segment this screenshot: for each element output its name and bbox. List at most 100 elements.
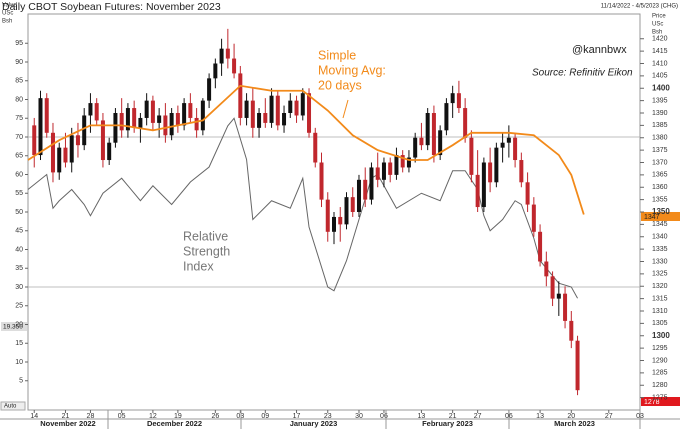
left-axis-header: USc bbox=[2, 11, 13, 17]
month-label: January 2023 bbox=[290, 419, 338, 428]
candle-body bbox=[300, 93, 305, 116]
y-tick-label: 1345 bbox=[652, 221, 668, 228]
x-tick-label: 17 bbox=[293, 413, 301, 420]
candle-body bbox=[575, 340, 580, 391]
y2-tick-label: 55 bbox=[15, 190, 23, 197]
candle-body bbox=[294, 100, 299, 116]
x-tick-label: 23 bbox=[324, 413, 332, 420]
candle-body bbox=[94, 103, 99, 121]
y-tick-label: 1280 bbox=[652, 382, 668, 389]
x-tick-label: 13 bbox=[536, 413, 544, 420]
candle-body bbox=[419, 137, 424, 146]
sma-label: 20 days bbox=[318, 78, 362, 92]
x-tick-label: 21 bbox=[62, 413, 70, 420]
y-tick-label: 1275 bbox=[652, 394, 668, 401]
candle-body bbox=[307, 93, 312, 133]
y2-tick-label: 30 bbox=[15, 284, 23, 291]
x-tick-label: 27 bbox=[605, 413, 613, 420]
x-tick-label: 09 bbox=[261, 413, 269, 420]
candle-body bbox=[425, 113, 430, 146]
candle-body bbox=[369, 167, 374, 200]
y-tick-label: 1355 bbox=[652, 196, 668, 203]
candle-body bbox=[481, 162, 486, 208]
y2-tick-label: 65 bbox=[15, 153, 23, 160]
candle-body bbox=[313, 132, 318, 163]
y2-tick-label: 70 bbox=[15, 134, 23, 141]
y-tick-label: 1415 bbox=[652, 48, 668, 55]
y-tick-label: 1305 bbox=[652, 320, 668, 327]
candle-body bbox=[506, 137, 511, 143]
candle-body bbox=[556, 293, 561, 299]
candle-body bbox=[563, 293, 568, 321]
candle-body bbox=[431, 113, 436, 156]
last-box bbox=[641, 397, 680, 406]
y2-tick-label: 20 bbox=[15, 321, 23, 328]
y2-tick-label: 40 bbox=[15, 246, 23, 253]
y-tick-label: 1360 bbox=[652, 184, 668, 191]
price-box bbox=[641, 212, 680, 221]
candle-body bbox=[225, 48, 230, 59]
candle-body bbox=[363, 179, 368, 200]
y-tick-label: 1380 bbox=[652, 135, 668, 142]
candle-body bbox=[44, 98, 49, 133]
candle-body bbox=[75, 135, 80, 146]
candle-body bbox=[569, 320, 574, 341]
candle-body bbox=[238, 73, 243, 118]
x-tick-label: 05 bbox=[118, 413, 126, 420]
auto-label: Auto bbox=[4, 404, 17, 410]
candle-body bbox=[406, 157, 411, 168]
candle-body bbox=[263, 113, 268, 123]
candle-body bbox=[332, 216, 336, 232]
candle-body bbox=[63, 147, 68, 163]
y-tick-label: 1315 bbox=[652, 295, 668, 302]
candle-body bbox=[69, 135, 74, 163]
candle-body bbox=[500, 142, 505, 148]
y2-tick-label: 10 bbox=[15, 359, 23, 366]
x-tick-label: 06 bbox=[380, 413, 388, 420]
rsi-label: Strength bbox=[183, 244, 230, 258]
last-box-label: 1278 bbox=[644, 399, 660, 406]
x-tick-label: 20 bbox=[567, 413, 575, 420]
candle-body bbox=[456, 93, 461, 109]
candle-body bbox=[194, 117, 199, 131]
candle-body bbox=[200, 100, 205, 131]
candle-body bbox=[444, 103, 449, 131]
candle-body bbox=[32, 125, 37, 156]
candle-body bbox=[219, 48, 224, 64]
candle-body bbox=[438, 130, 443, 156]
candle-body bbox=[175, 113, 180, 126]
x-tick-label: 27 bbox=[474, 413, 482, 420]
y2-tick-label: 80 bbox=[15, 96, 23, 103]
y-tick-label: 1300 bbox=[652, 331, 670, 340]
x-tick-label: 26 bbox=[211, 413, 219, 420]
candle-body bbox=[475, 174, 480, 208]
y2-tick-label: 15 bbox=[15, 340, 23, 347]
candle-body bbox=[413, 137, 418, 158]
y2-tick-label: 75 bbox=[15, 115, 23, 122]
y-tick-label: 1350 bbox=[652, 207, 670, 216]
candle-body bbox=[550, 276, 555, 299]
candle-body bbox=[494, 147, 499, 183]
auto-box bbox=[0, 401, 26, 411]
candle-body bbox=[82, 115, 87, 146]
sma-line bbox=[27, 84, 585, 215]
candle-body bbox=[525, 182, 530, 205]
x-tick-label: 19 bbox=[174, 413, 182, 420]
x-tick-label: 13 bbox=[418, 413, 426, 420]
candle-body bbox=[138, 117, 143, 128]
y2-tick-label: 50 bbox=[15, 209, 23, 216]
y-tick-label: 1375 bbox=[652, 147, 668, 154]
y-tick-label: 1405 bbox=[652, 73, 668, 80]
candle-body bbox=[50, 132, 55, 173]
candle-body bbox=[107, 142, 112, 161]
y2-tick-label: 45 bbox=[15, 228, 23, 235]
right-axis-header: Price bbox=[652, 14, 666, 20]
y-tick-label: 1365 bbox=[652, 172, 668, 179]
candle-body bbox=[38, 98, 43, 156]
rsi-box-label: 19.350 bbox=[3, 324, 23, 331]
x-tick-label: 03 bbox=[236, 413, 244, 420]
x-tick-label: 30 bbox=[355, 413, 363, 420]
month-label: December 2022 bbox=[147, 419, 202, 428]
candle-body bbox=[450, 93, 455, 104]
